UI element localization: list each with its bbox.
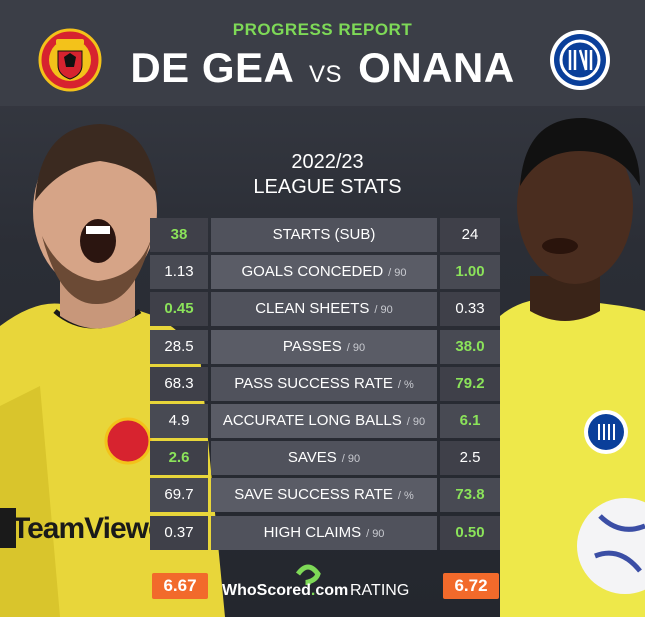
stat-left-value: 38 (150, 218, 208, 252)
stat-left-value: 0.37 (150, 515, 208, 550)
stat-row: 28.5 PASSES / 90 38.0 (150, 329, 500, 364)
stat-label: PASSES / 90 (211, 329, 437, 364)
stat-label: SAVE SUCCESS RATE / % (211, 478, 437, 513)
stat-label-text: SAVE SUCCESS RATE (234, 486, 393, 504)
stat-left-value: 28.5 (150, 329, 208, 364)
player-right-name: ONANA (358, 44, 515, 91)
stat-left-value: 68.3 (150, 366, 208, 401)
sponsor-text: TeamViewer (12, 512, 150, 545)
stat-right-value: 2.5 (440, 441, 500, 476)
stat-unit: / 90 (374, 304, 393, 317)
stat-unit: / 90 (346, 341, 366, 354)
stats-table: 38 STARTS (SUB) 24 1.13 GOALS CONCEDED/ 90 1.… (150, 218, 500, 553)
stat-left-value: 2.6 (150, 441, 208, 476)
stat-label-text: PASSES (282, 337, 342, 355)
stat-right-value: 0.50 (440, 515, 500, 550)
brand-com: com (315, 582, 349, 599)
stat-left-value: 69.7 (150, 478, 208, 513)
season-year: 2022/23 (291, 151, 364, 173)
stat-label: PASS SUCCESS RATE / % (211, 366, 437, 401)
stat-label: CLEAN SHEETS / 90 (211, 292, 437, 327)
stat-right-value: 73.8 (440, 478, 500, 513)
stat-row: 1.13 GOALS CONCEDED / 90 1.00 (150, 255, 500, 290)
stat-row: 68.3 PASS SUCCESS RATE / % 79.2 (150, 366, 500, 401)
stat-left-value: 4.9 (150, 403, 208, 438)
stat-label: STARTS (SUB) (211, 218, 437, 252)
stat-row: 4.9 ACCURATE LONG BALLS / 90 6.1 (150, 403, 500, 438)
rating-label: RATING (350, 582, 410, 599)
stat-row: 0.45 CLEAN SHEETS / 90 0.33 (150, 292, 500, 327)
player-left-name: DE GEA (130, 44, 293, 91)
stat-label: ACCURATE LONG BALLS / 90 (211, 403, 437, 438)
stat-label: SAVES / 90 (211, 441, 437, 476)
stat-unit: / % (397, 378, 414, 391)
page-subtitle: PROGRESS REPORT (232, 20, 413, 39)
brand-dot: . (310, 582, 316, 599)
stat-left-value: 1.13 (150, 255, 208, 290)
stat-label-text: ACCURATE LONG BALLS (222, 411, 402, 429)
stat-label-text: CLEAN SHEETS (255, 300, 370, 318)
stat-label: HIGH CLAIMS / 90 (211, 515, 437, 550)
stat-right-value: 1.00 (440, 255, 500, 290)
stat-row: 38 STARTS (SUB) 24 (150, 218, 500, 252)
stat-label-text: STARTS (SUB) (272, 226, 376, 243)
stat-row: 2.6 SAVES / 90 2.5 (150, 441, 500, 476)
header-band (0, 0, 645, 106)
season-heading: 2022/23 LEAGUE STATS (180, 150, 475, 200)
stat-label-text: GOALS CONCEDED (241, 263, 384, 281)
stat-unit: / 90 (406, 415, 426, 428)
stat-left-value: 0.45 (150, 292, 208, 327)
vs-label: VS (308, 61, 342, 88)
manchester-united-crest-icon (38, 27, 102, 93)
brand-who: WhoScored (222, 582, 311, 599)
season-subheading: LEAGUE STATS (253, 176, 402, 198)
player-right-photo (500, 106, 645, 617)
stat-label-text: SAVES (287, 449, 337, 467)
stat-right-value: 38.0 (440, 329, 500, 364)
whoscored-rating-label: WhoScored.com RATING (222, 564, 430, 608)
rating-left: 6.67 (152, 573, 208, 599)
stat-row: 0.37 HIGH CLAIMS / 90 0.50 (150, 515, 500, 550)
stat-row: 69.7 SAVE SUCCESS RATE / % 73.8 (150, 478, 500, 513)
stat-unit: / % (397, 490, 414, 503)
stat-right-value: 6.1 (440, 403, 500, 438)
stat-unit: / 90 (341, 453, 361, 466)
rating-right: 6.72 (443, 573, 499, 599)
whoscored-logo-icon (295, 564, 321, 585)
stat-right-value: 24 (440, 218, 500, 252)
whoscored-brand: WhoScored.com (222, 582, 348, 600)
stat-unit: / 90 (366, 527, 385, 540)
stat-label: GOALS CONCEDED / 90 (211, 255, 437, 290)
stat-right-value: 79.2 (440, 366, 500, 401)
stat-label-text: PASS SUCCESS RATE (234, 374, 393, 392)
inter-milan-crest-icon (548, 28, 612, 92)
page-title: DE GEA VS ONANA (0, 44, 645, 92)
stat-right-value: 0.33 (440, 292, 500, 327)
stat-unit: / 90 (388, 267, 407, 280)
stat-label-text: HIGH CLAIMS (263, 523, 362, 541)
